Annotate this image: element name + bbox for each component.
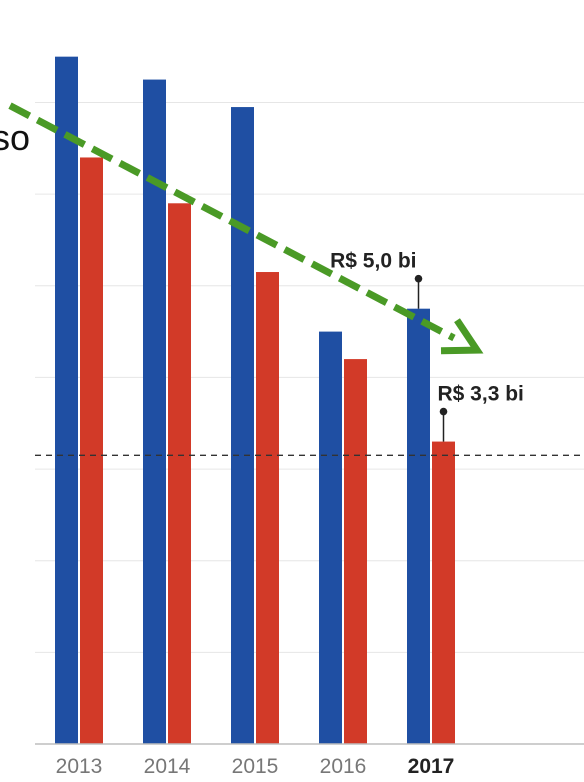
x-tick-label-2014: 2014 bbox=[144, 755, 191, 778]
annotation-dot-1 bbox=[414, 274, 423, 283]
x-tick-label-2017: 2017 bbox=[408, 755, 455, 778]
bar-2015-series-2 bbox=[256, 272, 279, 744]
x-tick-labels: 2013 2014 2015 2016 2017 bbox=[56, 755, 455, 778]
bar-2016-series-2 bbox=[344, 359, 367, 744]
x-tick-label-2016: 2016 bbox=[320, 755, 367, 778]
trend-arrow-head bbox=[440, 318, 484, 355]
bar-2017-series-1 bbox=[407, 308, 430, 744]
bar-2016-series-1 bbox=[319, 331, 342, 744]
annotations: R$ 5,0 bi R$ 3,3 bi bbox=[330, 250, 524, 442]
annotation-dot-2 bbox=[439, 407, 448, 416]
bar-2014-series-1 bbox=[143, 79, 166, 744]
bars bbox=[55, 56, 455, 745]
bar-2017-series-2 bbox=[432, 441, 455, 744]
annotation-label-1: R$ 5,0 bi bbox=[330, 250, 416, 273]
grid-lines bbox=[35, 101, 584, 653]
bar-2015-series-1 bbox=[231, 107, 254, 744]
bar-2013-series-2 bbox=[80, 157, 103, 744]
trend-arrow-shaft bbox=[8, 102, 456, 342]
trend-arrow bbox=[8, 102, 484, 355]
edge-text: so bbox=[0, 117, 30, 158]
bar-2013-series-1 bbox=[55, 56, 78, 745]
bar-2014-series-2 bbox=[168, 203, 191, 744]
annotation-label-2: R$ 3,3 bi bbox=[438, 383, 524, 406]
x-tick-label-2013: 2013 bbox=[56, 755, 103, 778]
x-tick-label-2015: 2015 bbox=[232, 755, 279, 778]
